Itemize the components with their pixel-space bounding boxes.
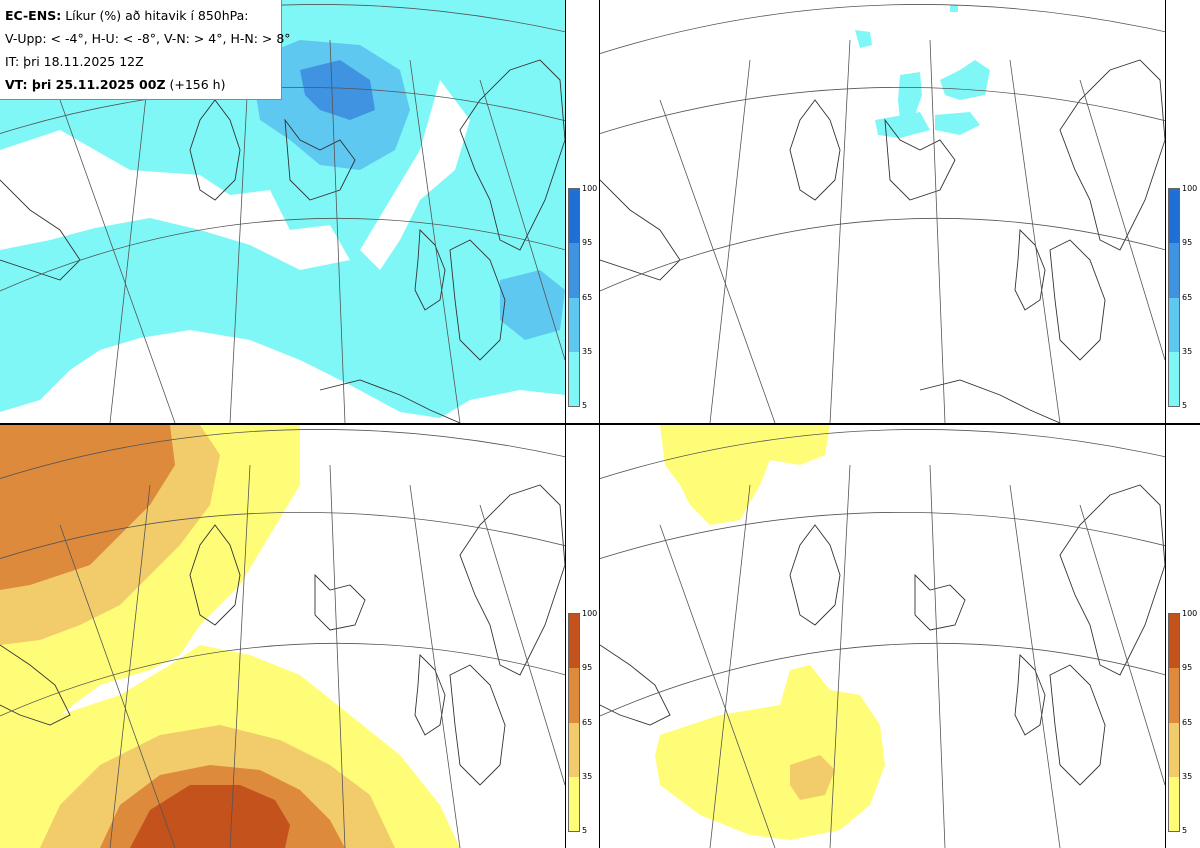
- colorbar-tick-label: 35: [1182, 771, 1193, 781]
- panel-divider-left: [565, 0, 566, 848]
- colorbar-tick-label: 65: [582, 292, 593, 302]
- probability-map-cold-4: [0, 0, 565, 423]
- model-label: EC-ENS:: [5, 8, 62, 23]
- probability-map-warm-8: [600, 425, 1165, 848]
- colorbar-warm-right: [1168, 613, 1180, 832]
- colorbar-tick-label: 35: [582, 771, 593, 781]
- colorbar-segment: [1169, 243, 1179, 298]
- colorbar-tick-label: 65: [582, 717, 593, 727]
- map-panel-cold-4: EC-ENS: Líkur (%) að hitavik í 850hPa: V…: [0, 0, 565, 423]
- valid-time: VT: þri 25.11.2025 00Z: [5, 77, 166, 92]
- colorbar-segment: [1169, 189, 1179, 244]
- probability-map-cold-8: [600, 4, 1165, 423]
- prob-area-35-65: [790, 755, 835, 800]
- coastlines: [0, 59, 565, 423]
- prob-area-5-35-south: [655, 665, 885, 840]
- prob-gap-white-2: [360, 80, 470, 270]
- colorbar-segment: [1169, 297, 1179, 352]
- prob-area-5-35: [0, 0, 565, 418]
- colorbar-tick-label: 100: [1182, 184, 1198, 193]
- colorbar-tick-label: 35: [582, 346, 593, 356]
- prob-area-65-95: [300, 60, 375, 120]
- coastlines: [600, 59, 1165, 423]
- colorbar-tick-label: 95: [1182, 238, 1193, 248]
- colorbar-warm-left: [568, 613, 580, 832]
- colorbar-tick-label: 65: [1182, 292, 1193, 302]
- coastlines: [0, 484, 565, 786]
- colorbar-segment: [569, 243, 579, 298]
- colorbar-segment: [569, 668, 579, 723]
- legend-definition: V-Upp: < -4°, H-U: < -8°, V-N: > 4°, H-N…: [5, 31, 291, 46]
- map-panel-warm-4: [0, 425, 565, 848]
- map-panel-warm-8: [600, 425, 1165, 848]
- colorbar-tick-label: 5: [1182, 401, 1188, 410]
- colorbar-tick-label: 5: [582, 826, 588, 835]
- colorbar-segment: [569, 776, 579, 831]
- colorbar-tick-label: 5: [1182, 826, 1188, 835]
- map-info-box: EC-ENS: Líkur (%) að hitavik í 850hPa: V…: [0, 0, 291, 100]
- panel-divider-right: [599, 0, 600, 848]
- panel-divider-horizontal: [0, 423, 1200, 425]
- graticule: [0, 429, 565, 848]
- colorbar-tick-label: 95: [1182, 663, 1193, 673]
- map-panel-cold-8: [600, 0, 1165, 423]
- panel-divider-far-right: [1165, 0, 1166, 848]
- colorbar-segment: [1169, 722, 1179, 777]
- colorbar-segment: [569, 297, 579, 352]
- colorbar-segment: [1169, 614, 1179, 669]
- colorbar-tick-label: 35: [1182, 346, 1193, 356]
- map-title: Líkur (%) að hitavik í 850hPa:: [65, 8, 249, 23]
- colorbar-cold-right: [1168, 188, 1180, 407]
- graticule: [600, 4, 1165, 423]
- prob-area-35-65-east: [500, 270, 565, 340]
- colorbar-segment: [1169, 351, 1179, 406]
- colorbar-segment: [569, 351, 579, 406]
- lead-time: (+156 h): [169, 77, 226, 92]
- coastlines: [600, 484, 1165, 786]
- init-time: IT: þri 18.11.2025 12Z: [5, 54, 144, 69]
- colorbar-tick-label: 95: [582, 238, 593, 248]
- prob-area-5-35: [855, 5, 990, 138]
- colorbar-tick-label: 65: [1182, 717, 1193, 727]
- graticule: [600, 429, 1165, 848]
- colorbar-cold-left: [568, 188, 580, 407]
- colorbar-tick-label: 5: [582, 401, 588, 410]
- prob-gap-white-1: [0, 130, 350, 270]
- colorbar-tick-label: 100: [582, 609, 598, 618]
- graticule: [0, 4, 565, 423]
- colorbar-segment: [569, 189, 579, 244]
- colorbar-tick-label: 100: [1182, 609, 1198, 618]
- colorbar-segment: [1169, 668, 1179, 723]
- probability-map-warm-4: [0, 425, 565, 848]
- colorbar-segment: [569, 722, 579, 777]
- colorbar-segment: [1169, 776, 1179, 831]
- colorbar-segment: [569, 614, 579, 669]
- colorbar-tick-label: 100: [582, 184, 598, 193]
- colorbar-tick-label: 95: [582, 663, 593, 673]
- prob-area-95-100: [130, 785, 290, 848]
- prob-area-5-35-north: [660, 425, 830, 525]
